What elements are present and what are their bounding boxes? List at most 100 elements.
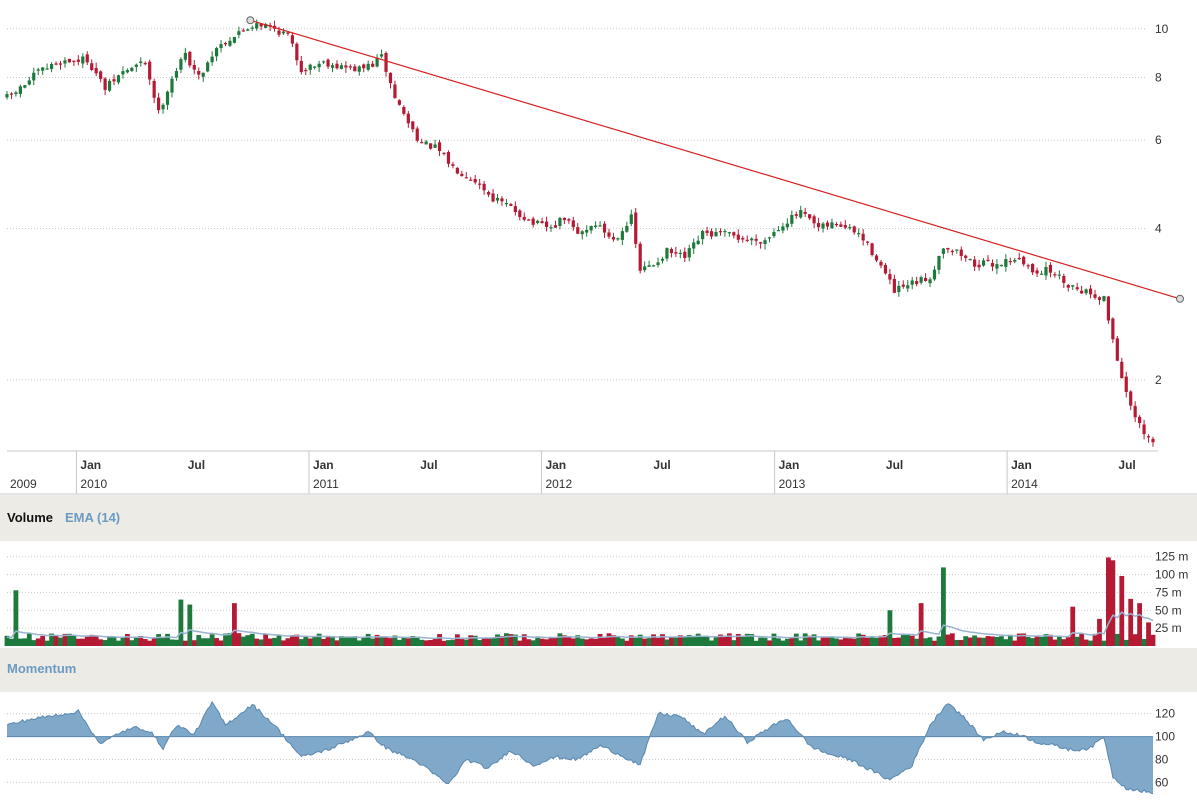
price-candle bbox=[861, 233, 865, 241]
volume-bar bbox=[909, 635, 915, 646]
momentum-area bbox=[6, 700, 1154, 795]
price-candle bbox=[299, 60, 303, 73]
volume-bar bbox=[865, 637, 871, 646]
price-candle bbox=[219, 44, 223, 49]
price-candle bbox=[1062, 275, 1066, 283]
volume-bar bbox=[878, 635, 884, 646]
price-candle bbox=[223, 42, 228, 45]
price-candle bbox=[1088, 288, 1093, 295]
volume-bar bbox=[784, 638, 790, 646]
volume-bar bbox=[53, 635, 59, 646]
volume-bar bbox=[325, 635, 331, 646]
volume-bar bbox=[294, 634, 300, 646]
price-candle bbox=[616, 238, 620, 240]
volume-bar bbox=[1083, 639, 1089, 646]
price-candle bbox=[678, 252, 682, 255]
volume-bar bbox=[521, 634, 527, 646]
price-candle bbox=[237, 31, 241, 35]
price-candle bbox=[1124, 376, 1128, 392]
volume-bar bbox=[1012, 640, 1018, 646]
volume-bar bbox=[397, 639, 402, 646]
volume-bar bbox=[579, 638, 585, 646]
volume-tick-label: 100 m bbox=[1155, 568, 1188, 582]
volume-bar bbox=[793, 633, 799, 646]
price-candle bbox=[67, 58, 72, 63]
volume-bar bbox=[392, 635, 398, 646]
price-candle bbox=[1048, 264, 1053, 273]
price-candle bbox=[1111, 318, 1115, 340]
volume-bar bbox=[1021, 633, 1027, 646]
price-candle bbox=[246, 29, 250, 31]
volume-bar bbox=[972, 635, 978, 646]
volume-bar bbox=[156, 634, 162, 646]
price-candle bbox=[830, 222, 834, 229]
volume-bar bbox=[744, 633, 750, 646]
volume-bar bbox=[691, 636, 697, 646]
volume-bar bbox=[138, 636, 144, 646]
price-candle bbox=[402, 106, 406, 114]
price-candle bbox=[500, 198, 504, 202]
volume-bar bbox=[593, 638, 599, 646]
volume-bar bbox=[651, 634, 656, 646]
price-candle bbox=[388, 72, 393, 84]
price-candle bbox=[656, 262, 660, 266]
price-candle bbox=[607, 232, 611, 237]
volume-bar bbox=[802, 633, 808, 646]
volume-tick-label: 75 m bbox=[1155, 585, 1182, 599]
volume-bar bbox=[749, 634, 755, 646]
price-candle bbox=[1071, 285, 1075, 287]
volume-bar bbox=[874, 637, 879, 646]
price-candle bbox=[393, 84, 397, 99]
price-candle bbox=[848, 226, 852, 229]
year-label: 2011 bbox=[313, 477, 339, 491]
volume-gridlines bbox=[7, 556, 1153, 629]
price-candle bbox=[1080, 290, 1084, 294]
price-candle bbox=[210, 56, 214, 63]
volume-bar bbox=[165, 633, 170, 646]
price-candle bbox=[308, 64, 312, 70]
volume-bar bbox=[967, 637, 973, 646]
price-candle bbox=[692, 242, 696, 249]
price-candle bbox=[772, 232, 776, 237]
volume-bar bbox=[664, 639, 670, 646]
price-candle bbox=[758, 242, 763, 244]
volume-bar bbox=[370, 638, 376, 646]
volume-bar bbox=[334, 640, 340, 646]
price-candle bbox=[701, 230, 705, 240]
price-candle bbox=[1115, 338, 1119, 361]
price-candle bbox=[183, 52, 187, 60]
price-candle bbox=[674, 252, 678, 254]
volume-bar bbox=[147, 640, 153, 646]
volume-bar bbox=[780, 640, 786, 646]
price-candle bbox=[330, 65, 335, 68]
volume-bar bbox=[196, 635, 202, 646]
volume-bar bbox=[339, 636, 344, 646]
price-candle bbox=[179, 59, 183, 70]
volume-bar bbox=[102, 640, 108, 646]
price-candle bbox=[839, 224, 843, 227]
price-candle bbox=[152, 80, 156, 98]
price-candle bbox=[139, 61, 143, 64]
price-candle bbox=[397, 100, 402, 105]
volume-bar bbox=[1034, 635, 1040, 646]
price-candle bbox=[1138, 416, 1142, 424]
price-candle bbox=[18, 86, 22, 94]
volume-bar bbox=[62, 633, 68, 646]
volume-bar bbox=[798, 640, 804, 646]
volume-bar bbox=[615, 636, 621, 646]
volume-bar bbox=[9, 638, 14, 646]
volume-bar bbox=[258, 639, 264, 646]
price-candle bbox=[527, 219, 531, 221]
momentum-header: Momentum bbox=[0, 648, 1197, 692]
volume-bar bbox=[767, 640, 772, 646]
volume-tick-label: 125 m bbox=[1155, 550, 1188, 564]
price-candle bbox=[90, 63, 94, 70]
momentum-tick-label: 120 bbox=[1155, 707, 1175, 721]
volume-bar bbox=[722, 636, 728, 646]
volume-bar bbox=[298, 639, 304, 646]
price-candle bbox=[335, 63, 339, 69]
price-candle bbox=[495, 197, 500, 201]
volume-panel: 125 m 100 m 75 m 50 m 25 m bbox=[4, 550, 1188, 646]
price-candle bbox=[919, 277, 923, 283]
volume-bar bbox=[423, 640, 429, 646]
